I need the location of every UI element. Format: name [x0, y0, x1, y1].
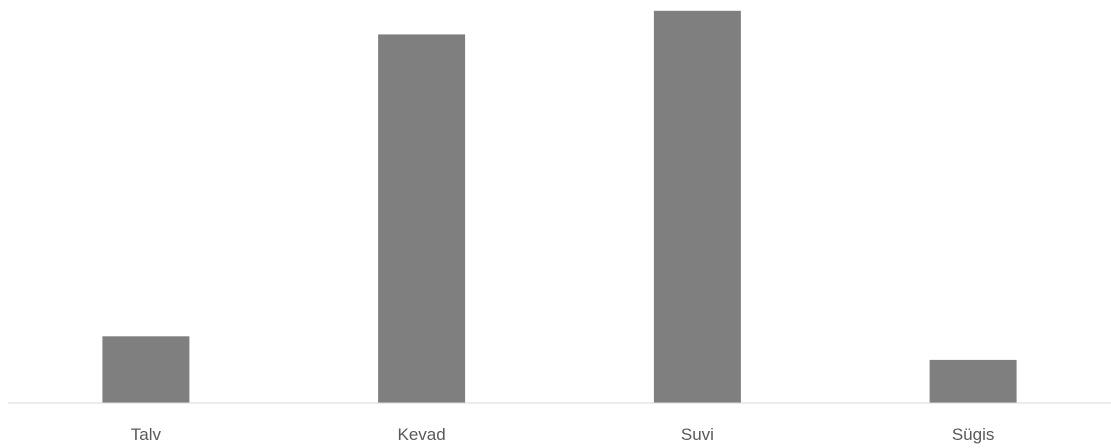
bars-layer — [102, 10, 1017, 404]
x-tick-label: Sügis — [952, 425, 995, 444]
bar-4 — [929, 359, 1017, 403]
bar-1 — [102, 336, 190, 403]
bar-2 — [378, 34, 466, 404]
x-axis-labels: Talv Kevad Suvi Sügis — [131, 425, 995, 444]
bar-3 — [653, 10, 741, 404]
x-tick-label: Kevad — [397, 425, 445, 444]
x-tick-label: Talv — [131, 425, 162, 444]
x-tick-label: Suvi — [681, 425, 714, 444]
